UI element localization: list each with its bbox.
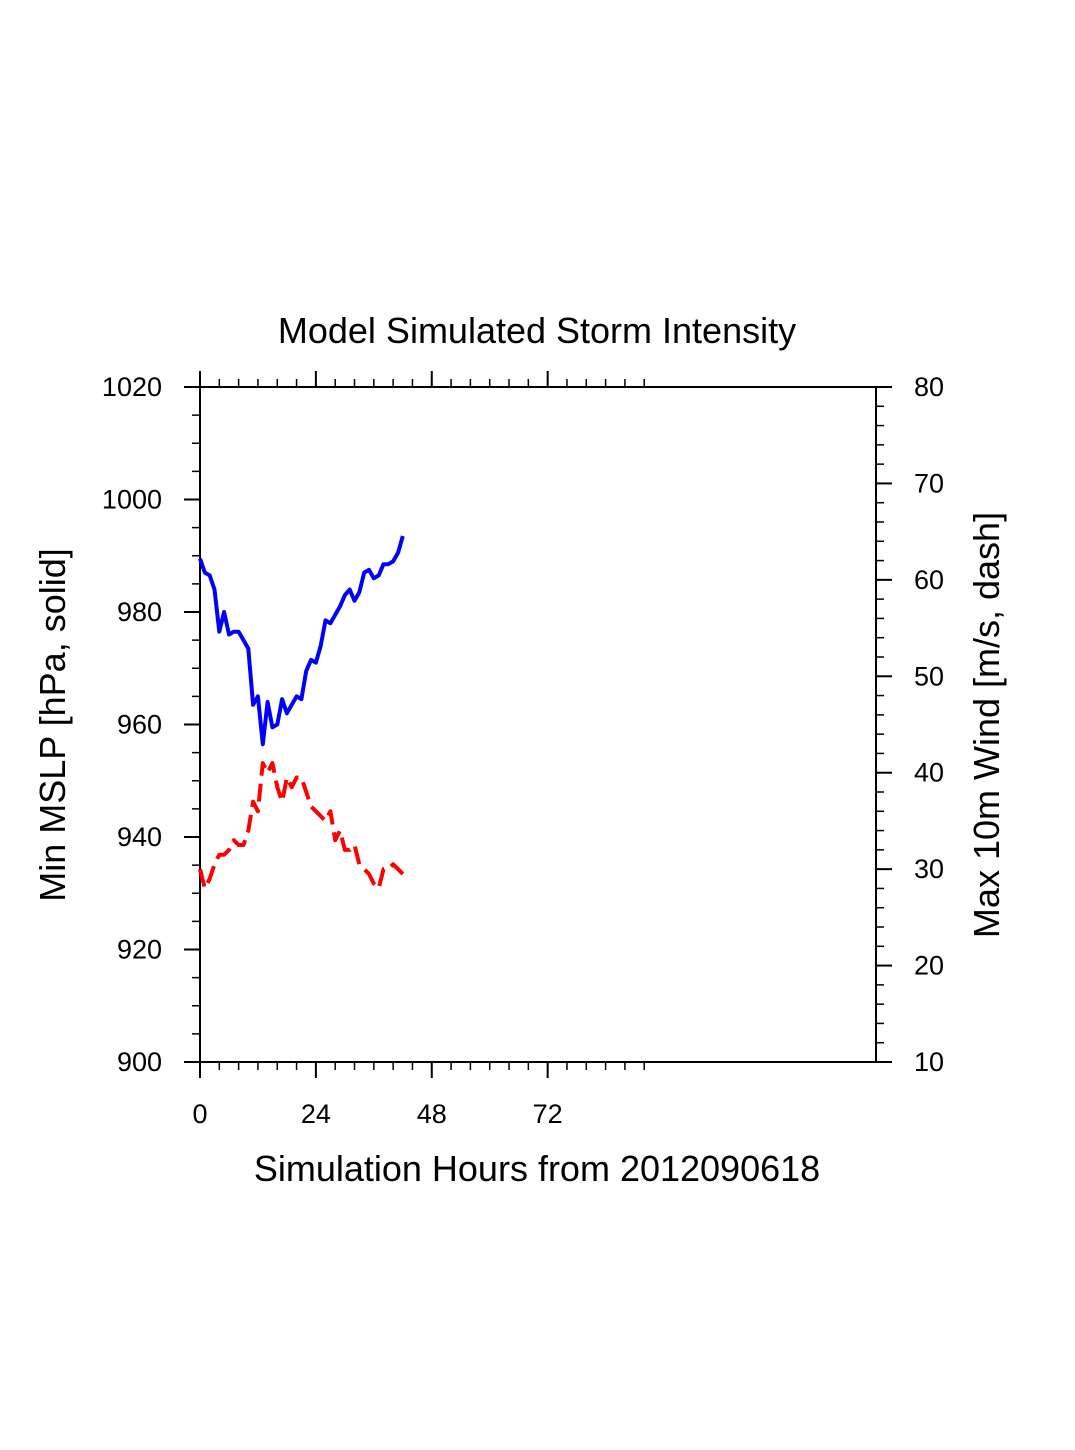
y-right-tick-label: 70 bbox=[914, 468, 944, 498]
x-tick-label: 0 bbox=[192, 1099, 207, 1129]
y-left-tick-label: 900 bbox=[117, 1047, 162, 1077]
y-left-tick-label: 940 bbox=[117, 822, 162, 852]
ticks-layer: 9009209409609801000102010203040506070800… bbox=[102, 371, 944, 1129]
plot-axes bbox=[199, 386, 877, 1063]
y-right-tick-label: 60 bbox=[914, 565, 944, 595]
y-left-tick-label: 980 bbox=[117, 597, 162, 627]
y-left-tick-label: 920 bbox=[117, 935, 162, 965]
plot-frame bbox=[199, 386, 877, 1063]
y-right-tick-label: 50 bbox=[914, 661, 944, 691]
y-left-tick-label: 1000 bbox=[102, 485, 162, 515]
y-right-tick-label: 80 bbox=[914, 372, 944, 402]
y-left-tick-label: 960 bbox=[117, 710, 162, 740]
max-wind-series-line bbox=[198, 761, 405, 891]
y-right-tick-label: 30 bbox=[914, 854, 944, 884]
y-right-tick-label: 20 bbox=[914, 951, 944, 981]
y-right-tick-label: 10 bbox=[914, 1047, 944, 1077]
x-axis-title: Simulation Hours from 2012090618 bbox=[254, 1148, 820, 1189]
x-tick-label: 24 bbox=[301, 1099, 331, 1129]
y-left-tick-label: 1020 bbox=[102, 372, 162, 402]
x-tick-label: 48 bbox=[417, 1099, 447, 1129]
x-tick-label: 72 bbox=[533, 1099, 563, 1129]
y-right-tick-label: 40 bbox=[914, 758, 944, 788]
chart-title: Model Simulated Storm Intensity bbox=[278, 310, 796, 351]
y-axis-right-title: Max 10m Wind [m/s, dash] bbox=[966, 512, 1007, 938]
min-mslp-series-line bbox=[198, 535, 405, 747]
y-axis-left-title: Min MSLP [hPa, solid] bbox=[32, 548, 73, 902]
series-layer bbox=[198, 535, 405, 891]
